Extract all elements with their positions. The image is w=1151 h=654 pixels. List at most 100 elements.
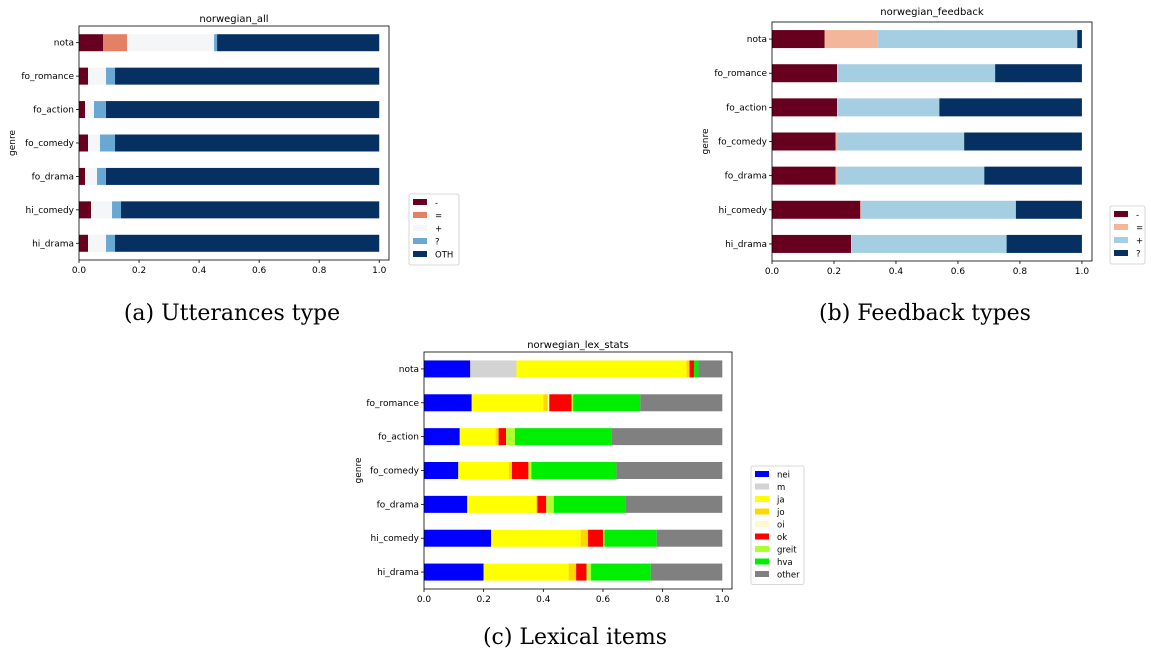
y-axis-label: genre bbox=[701, 128, 711, 154]
bar-fo_action-hva bbox=[514, 428, 612, 446]
bar-fo_comedy-+ bbox=[837, 132, 965, 151]
legend-swatch-hva bbox=[755, 558, 769, 565]
bar-hi_drama-? bbox=[106, 234, 116, 252]
x-tick-label: 0.0 bbox=[72, 266, 87, 276]
x-tick-label: 1.0 bbox=[715, 595, 730, 605]
bar-fo_romance-? bbox=[106, 67, 116, 85]
legend-swatch-? bbox=[1114, 250, 1128, 256]
bar-nota-m bbox=[470, 360, 517, 378]
bar-nota-? bbox=[1077, 30, 1082, 49]
bar-nota-ok bbox=[689, 360, 694, 378]
y-tick-label-fo_action: fo_action bbox=[726, 103, 767, 113]
y-tick-label-nota: nota bbox=[747, 35, 767, 45]
y-tick-label-fo_romance: fo_romance bbox=[366, 399, 419, 409]
bar-fo_action-greit bbox=[506, 428, 515, 446]
legend-label-?: ? bbox=[1136, 250, 1141, 260]
bar-hi_comedy-ok bbox=[588, 529, 603, 547]
legend-label-greit: greit bbox=[777, 546, 797, 556]
y-tick-label-hi_comedy: hi_comedy bbox=[25, 206, 74, 216]
legend-label-hva: hva bbox=[777, 558, 793, 568]
legend-swatch-- bbox=[413, 199, 427, 205]
bar-nota-= bbox=[824, 30, 878, 49]
bar-hi_comedy-nei bbox=[424, 529, 492, 547]
bar-fo_romance-greit bbox=[571, 394, 574, 412]
x-tick-label: 0.2 bbox=[827, 267, 841, 277]
x-tick-label: 1.0 bbox=[372, 266, 387, 276]
bar-hi_comedy-= bbox=[860, 200, 861, 219]
bar-fo_action-ok bbox=[498, 428, 507, 446]
bar-fo_action-ja bbox=[459, 428, 496, 446]
bar-hi_drama-- bbox=[79, 234, 89, 252]
bar-fo_comedy-+ bbox=[88, 134, 101, 152]
bar-fo_comedy-nei bbox=[424, 462, 459, 479]
bar-fo_romance-ok bbox=[549, 394, 572, 412]
legend-swatch-ok bbox=[755, 533, 769, 540]
x-tick-label: 0.8 bbox=[655, 595, 670, 605]
bar-fo_romance-- bbox=[772, 64, 838, 83]
bar-nota-+ bbox=[127, 34, 215, 52]
bar-hi_drama-- bbox=[772, 234, 852, 253]
bar-fo_drama-hva bbox=[553, 495, 626, 513]
y-tick-label-fo_comedy: fo_comedy bbox=[718, 138, 768, 148]
bar-fo_comedy-? bbox=[100, 134, 116, 152]
bar-nota-OTH bbox=[217, 34, 380, 52]
legend-swatch-m bbox=[755, 483, 769, 490]
bar-hi_drama-greit bbox=[586, 563, 592, 581]
y-tick-label-fo_drama: fo_drama bbox=[725, 172, 767, 182]
bar-fo_drama-? bbox=[984, 166, 1082, 185]
bar-fo_action-jo bbox=[495, 428, 499, 446]
y-axis-label: genre bbox=[354, 457, 364, 483]
bar-fo_romance-other bbox=[640, 394, 723, 412]
legend-swatch-= bbox=[1114, 224, 1128, 230]
y-tick-label-nota: nota bbox=[54, 39, 74, 49]
legend-swatch-greit bbox=[755, 546, 769, 552]
x-tick-label: 0.8 bbox=[312, 266, 327, 276]
bar-hi_drama-? bbox=[1006, 234, 1082, 253]
axes-frame bbox=[771, 21, 1093, 262]
bar-fo_comedy-- bbox=[79, 134, 89, 152]
x-tick-label: 0.0 bbox=[417, 595, 432, 605]
y-tick-label-hi_comedy: hi_comedy bbox=[718, 206, 767, 216]
legend-label-other: other bbox=[777, 571, 800, 581]
legend-label-ok: ok bbox=[777, 533, 787, 543]
bar-fo_drama-ja bbox=[467, 495, 536, 513]
legend-swatch-other bbox=[755, 571, 769, 577]
legend-label-ja: ja bbox=[776, 496, 785, 506]
bar-fo_drama-other bbox=[625, 495, 723, 513]
bar-fo_drama-+ bbox=[85, 167, 98, 185]
legend-label-=: = bbox=[1136, 224, 1143, 234]
bar-fo_drama-nei bbox=[424, 495, 468, 513]
y-tick-label-fo_romance: fo_romance bbox=[21, 72, 74, 82]
bar-fo_action-- bbox=[772, 98, 838, 117]
caption-a: (a) Utterances type bbox=[124, 301, 340, 326]
bar-nota-+ bbox=[877, 30, 1078, 49]
caption-b: (b) Feedback types bbox=[819, 301, 1031, 326]
legend-box bbox=[1109, 205, 1146, 265]
legend-swatch-+ bbox=[1114, 237, 1128, 243]
x-tick-label: 0.6 bbox=[596, 595, 611, 605]
legend-label--: - bbox=[435, 199, 438, 209]
bar-fo_romance-+ bbox=[837, 64, 996, 83]
x-tick-label: 0.4 bbox=[192, 266, 207, 276]
bar-fo_action-? bbox=[94, 101, 107, 119]
y-tick-label-nota: nota bbox=[399, 365, 419, 375]
bar-hi_drama-ok bbox=[576, 563, 587, 581]
bar-fo_drama-? bbox=[97, 167, 107, 185]
legend-label-m: m bbox=[777, 483, 785, 493]
y-tick-label-fo_action: fo_action bbox=[378, 433, 419, 443]
bar-fo_drama-OTH bbox=[106, 167, 380, 185]
legend-label-+: + bbox=[435, 225, 442, 235]
bar-fo_romance-oi bbox=[547, 394, 550, 412]
y-tick-label-fo_drama: fo_drama bbox=[377, 500, 419, 510]
bar-fo_action-- bbox=[79, 101, 86, 119]
bar-fo_comedy-greit bbox=[528, 462, 532, 479]
y-tick-label-hi_drama: hi_drama bbox=[377, 568, 419, 578]
bar-fo_action-nei bbox=[424, 428, 460, 446]
bar-hi_comedy-+ bbox=[91, 201, 113, 219]
x-tick-label: 0.8 bbox=[1013, 267, 1028, 277]
bar-hi_drama-= bbox=[851, 234, 852, 253]
bar-fo_romance-? bbox=[995, 64, 1082, 83]
